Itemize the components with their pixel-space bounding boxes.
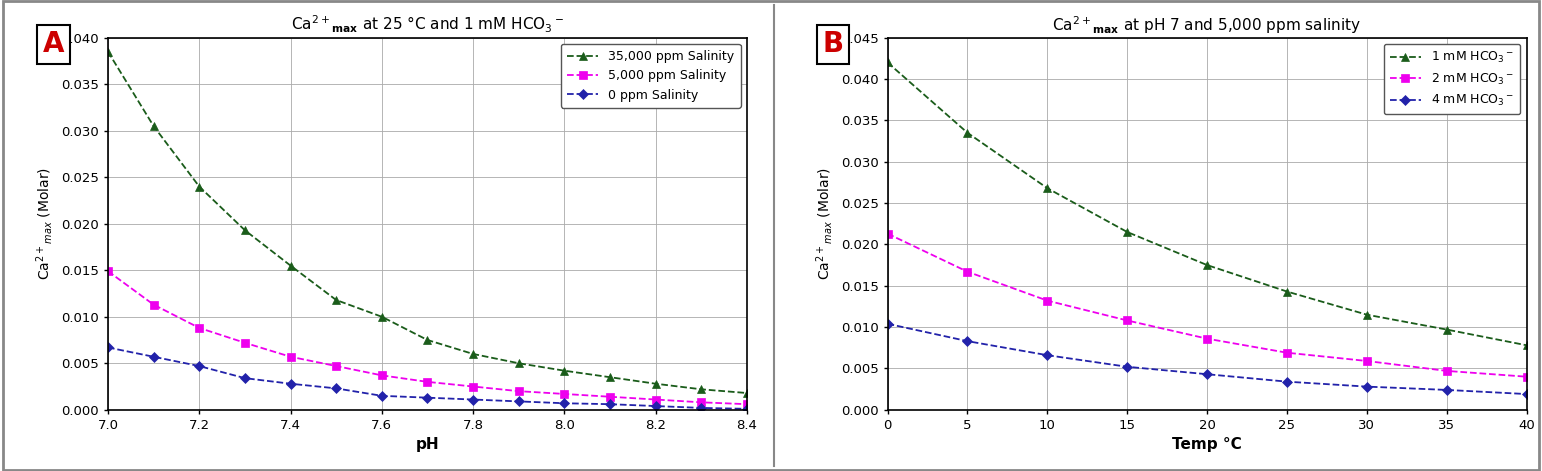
5,000 ppm Salinity xyxy=(737,401,756,407)
5,000 ppm Salinity xyxy=(145,302,163,308)
2 mM HCO$_3$$^-$ xyxy=(879,231,897,236)
35,000 ppm Salinity xyxy=(145,123,163,129)
1 mM HCO$_3$$^-$ xyxy=(1357,312,1375,317)
35,000 ppm Salinity xyxy=(601,374,620,380)
1 mM HCO$_3$$^-$ xyxy=(1517,342,1536,348)
2 mM HCO$_3$$^-$ xyxy=(1517,374,1536,380)
Line: 0 ppm Salinity: 0 ppm Salinity xyxy=(105,344,751,412)
5,000 ppm Salinity xyxy=(190,325,208,331)
4 mM HCO$_3$$^-$ xyxy=(1198,372,1217,377)
5,000 ppm Salinity xyxy=(464,384,483,390)
1 mM HCO$_3$$^-$ xyxy=(1118,229,1136,235)
Legend: 35,000 ppm Salinity, 5,000 ppm Salinity, 0 ppm Salinity: 35,000 ppm Salinity, 5,000 ppm Salinity,… xyxy=(561,44,740,108)
1 mM HCO$_3$$^-$ xyxy=(1198,262,1217,268)
1 mM HCO$_3$$^-$ xyxy=(1038,186,1056,191)
Line: 4 mM HCO$_3$$^-$: 4 mM HCO$_3$$^-$ xyxy=(884,320,1530,398)
2 mM HCO$_3$$^-$ xyxy=(1038,298,1056,303)
5,000 ppm Salinity xyxy=(99,268,117,274)
4 mM HCO$_3$$^-$ xyxy=(958,338,976,344)
5,000 ppm Salinity xyxy=(327,363,345,369)
Text: A: A xyxy=(43,30,65,58)
Line: 5,000 ppm Salinity: 5,000 ppm Salinity xyxy=(103,267,751,408)
1 mM HCO$_3$$^-$ xyxy=(879,60,897,65)
35,000 ppm Salinity xyxy=(373,314,392,319)
2 mM HCO$_3$$^-$ xyxy=(1357,358,1375,364)
Line: 1 mM HCO$_3$$^-$: 1 mM HCO$_3$$^-$ xyxy=(884,58,1531,349)
2 mM HCO$_3$$^-$ xyxy=(1278,350,1297,356)
4 mM HCO$_3$$^-$ xyxy=(1278,379,1297,384)
Line: 35,000 ppm Salinity: 35,000 ppm Salinity xyxy=(103,48,751,397)
0 ppm Salinity xyxy=(190,363,208,369)
2 mM HCO$_3$$^-$ xyxy=(1437,368,1456,374)
35,000 ppm Salinity xyxy=(418,337,436,343)
1 mM HCO$_3$$^-$ xyxy=(958,130,976,136)
0 ppm Salinity xyxy=(145,354,163,359)
35,000 ppm Salinity xyxy=(509,360,527,366)
0 ppm Salinity xyxy=(509,398,527,404)
5,000 ppm Salinity xyxy=(236,340,254,346)
5,000 ppm Salinity xyxy=(646,397,665,402)
Y-axis label: Ca$^{2+}$$_{max}$ (Molar): Ca$^{2+}$$_{max}$ (Molar) xyxy=(34,167,56,280)
Text: B: B xyxy=(823,30,843,58)
0 ppm Salinity xyxy=(99,345,117,350)
35,000 ppm Salinity xyxy=(190,184,208,189)
0 ppm Salinity xyxy=(327,386,345,391)
4 mM HCO$_3$$^-$ xyxy=(1357,384,1375,390)
5,000 ppm Salinity xyxy=(601,394,620,399)
X-axis label: Temp °C: Temp °C xyxy=(1172,438,1241,452)
5,000 ppm Salinity xyxy=(373,373,392,378)
5,000 ppm Salinity xyxy=(555,391,574,397)
5,000 ppm Salinity xyxy=(509,388,527,394)
35,000 ppm Salinity xyxy=(281,263,299,268)
4 mM HCO$_3$$^-$ xyxy=(1517,391,1536,397)
35,000 ppm Salinity xyxy=(646,381,665,387)
35,000 ppm Salinity xyxy=(555,368,574,374)
0 ppm Salinity xyxy=(281,381,299,387)
5,000 ppm Salinity xyxy=(418,379,436,385)
2 mM HCO$_3$$^-$ xyxy=(1198,336,1217,341)
0 ppm Salinity xyxy=(418,395,436,400)
1 mM HCO$_3$$^-$ xyxy=(1437,327,1456,333)
0 ppm Salinity xyxy=(601,401,620,407)
0 ppm Salinity xyxy=(646,403,665,409)
4 mM HCO$_3$$^-$ xyxy=(1437,387,1456,393)
1 mM HCO$_3$$^-$ xyxy=(1278,289,1297,294)
4 mM HCO$_3$$^-$ xyxy=(1038,352,1056,358)
35,000 ppm Salinity xyxy=(737,390,756,396)
5,000 ppm Salinity xyxy=(281,354,299,359)
35,000 ppm Salinity xyxy=(692,387,711,392)
4 mM HCO$_3$$^-$ xyxy=(1118,364,1136,370)
35,000 ppm Salinity xyxy=(99,49,117,55)
0 ppm Salinity xyxy=(737,406,756,412)
Y-axis label: Ca$^{2+}$$_{max}$ (Molar): Ca$^{2+}$$_{max}$ (Molar) xyxy=(814,167,836,280)
2 mM HCO$_3$$^-$ xyxy=(1118,317,1136,323)
0 ppm Salinity xyxy=(236,375,254,381)
35,000 ppm Salinity xyxy=(236,227,254,233)
Title: Ca$^{2+}$$_{\mathbf{max}}$ at pH 7 and 5,000 ppm salinity: Ca$^{2+}$$_{\mathbf{max}}$ at pH 7 and 5… xyxy=(1053,14,1362,36)
0 ppm Salinity xyxy=(692,405,711,411)
35,000 ppm Salinity xyxy=(327,297,345,303)
5,000 ppm Salinity xyxy=(692,399,711,405)
Line: 2 mM HCO$_3$$^-$: 2 mM HCO$_3$$^-$ xyxy=(884,229,1531,381)
Legend: 1 mM HCO$_3$$^-$, 2 mM HCO$_3$$^-$, 4 mM HCO$_3$$^-$: 1 mM HCO$_3$$^-$, 2 mM HCO$_3$$^-$, 4 mM… xyxy=(1383,44,1520,114)
0 ppm Salinity xyxy=(464,397,483,402)
X-axis label: pH: pH xyxy=(416,438,439,452)
4 mM HCO$_3$$^-$ xyxy=(879,321,897,326)
0 ppm Salinity xyxy=(373,393,392,398)
2 mM HCO$_3$$^-$ xyxy=(958,269,976,275)
Title: Ca$^{2+}$$_{\mathbf{max}}$ at 25 °C and 1 mM HCO$_3$$^-$: Ca$^{2+}$$_{\mathbf{max}}$ at 25 °C and … xyxy=(291,14,564,35)
35,000 ppm Salinity xyxy=(464,351,483,357)
0 ppm Salinity xyxy=(555,400,574,406)
